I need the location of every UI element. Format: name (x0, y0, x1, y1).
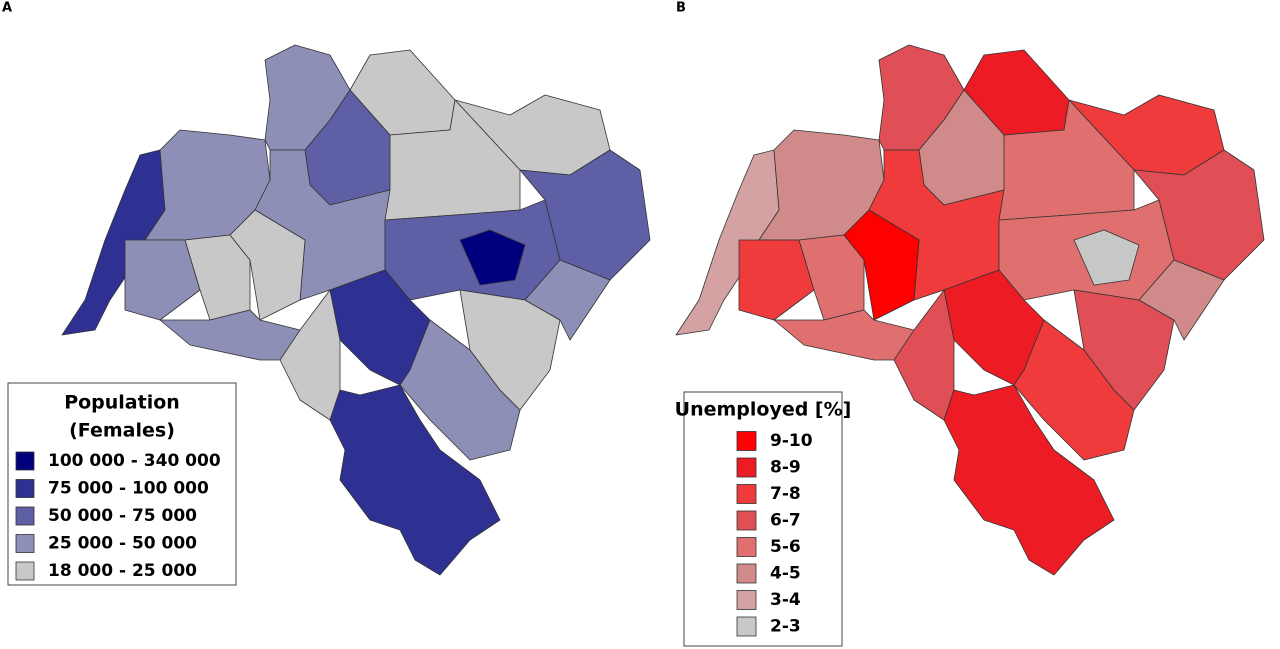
legend-swatch (736, 457, 757, 478)
region (943, 384, 1115, 576)
legend-label: 2-3 (770, 617, 801, 637)
legend-title: (Females) (69, 420, 175, 442)
legend-label: 100 000 - 340 000 (48, 451, 221, 471)
legend-label: 6-7 (770, 511, 801, 531)
region (459, 229, 526, 286)
region (229, 209, 306, 321)
legend-swatch (15, 479, 35, 498)
legend-label: 5-6 (770, 537, 801, 557)
map (61, 44, 651, 576)
region (459, 289, 561, 411)
legend-swatch (736, 563, 757, 584)
region (893, 289, 955, 421)
region (524, 259, 611, 341)
region (1013, 319, 1135, 461)
legend-label: 9-10 (770, 431, 813, 451)
map (675, 44, 1265, 576)
region (279, 289, 341, 421)
legend-label: 25 000 - 50 000 (48, 534, 197, 554)
legend-swatch (736, 616, 757, 637)
legend-title: Population (64, 392, 180, 414)
panel-label: B (676, 1, 686, 16)
legend-swatch (736, 537, 757, 557)
legend-swatch (736, 484, 757, 504)
legend-label: 18 000 - 25 000 (48, 561, 197, 581)
legend-title: Unemployed [%] (675, 399, 852, 421)
legend-box (7, 382, 237, 586)
region (329, 384, 501, 576)
region (1073, 289, 1175, 411)
legend-label: 50 000 - 75 000 (48, 506, 197, 526)
legend-swatch (736, 510, 757, 531)
legend-label: 75 000 - 100 000 (48, 479, 209, 499)
legend-swatch (15, 506, 35, 526)
region (1073, 229, 1140, 286)
legend-swatch (15, 534, 35, 553)
legend-swatch (736, 590, 757, 610)
region (1138, 259, 1225, 341)
legend-label: 8-9 (770, 458, 801, 478)
legend-swatch (15, 451, 35, 471)
legend-swatch (736, 431, 757, 451)
legend-label: 3-4 (770, 590, 801, 610)
region (399, 319, 521, 461)
region (843, 209, 920, 321)
legend-label: 7-8 (770, 484, 801, 504)
legend-label: 4-5 (770, 564, 801, 584)
legend-swatch (15, 561, 35, 581)
legend-box (683, 391, 843, 647)
panel-label: A (2, 1, 12, 16)
